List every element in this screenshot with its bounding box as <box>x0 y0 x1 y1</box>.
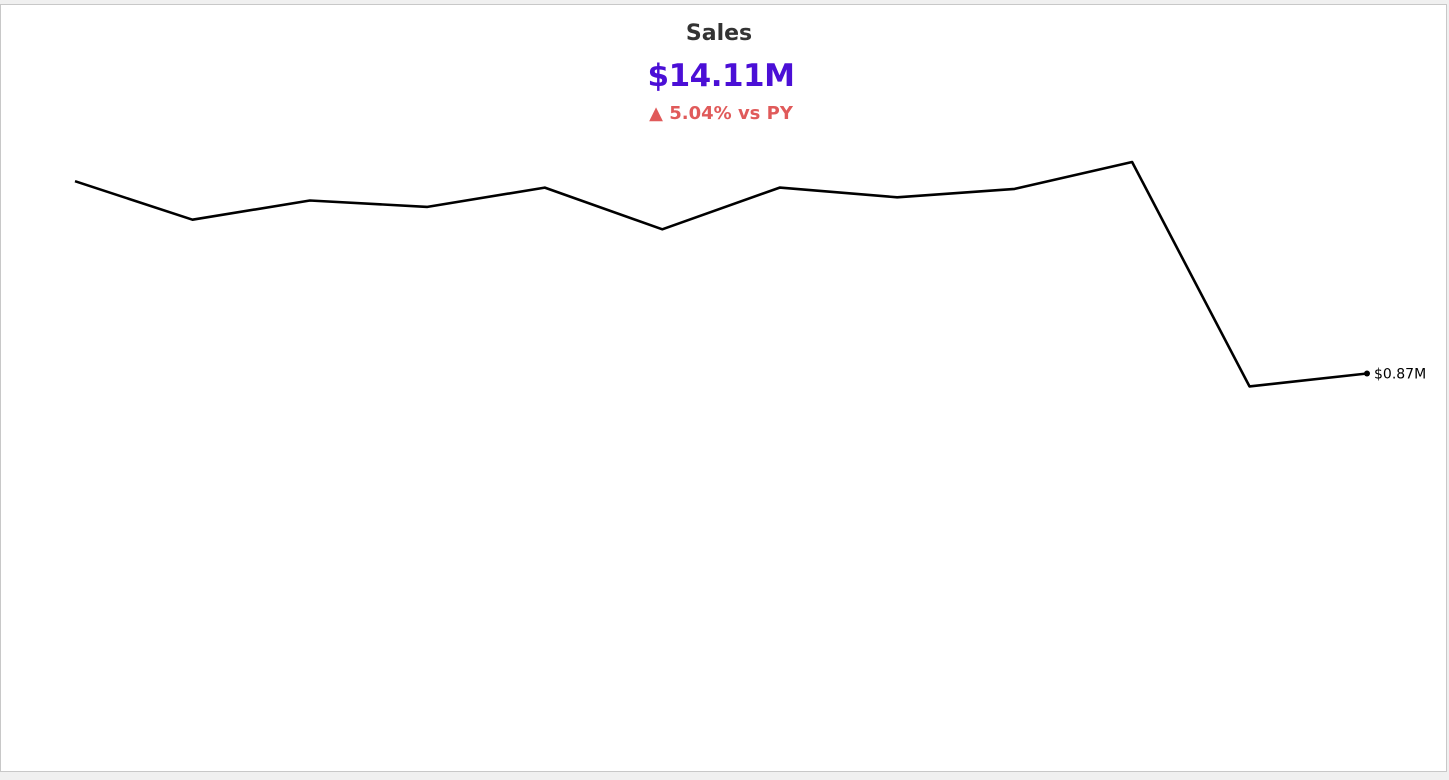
kpi-change-text: 5.04% vs PY <box>669 103 793 124</box>
end-value-label: $0.87M <box>1374 367 1426 383</box>
up-triangle-icon: ▲ <box>649 103 663 124</box>
dashboard-window: Sales $14.11M ▲ 5.04% vs PY <box>0 4 1447 772</box>
kpi-change: ▲ 5.04% vs PY <box>1 103 1441 124</box>
last-data-point[interactable] <box>1364 370 1370 377</box>
sales-series-line <box>74 160 1368 388</box>
kpi-value: $14.11M <box>647 58 795 94</box>
kpi-title: Sales <box>685 21 753 46</box>
status-strip <box>0 772 1449 780</box>
